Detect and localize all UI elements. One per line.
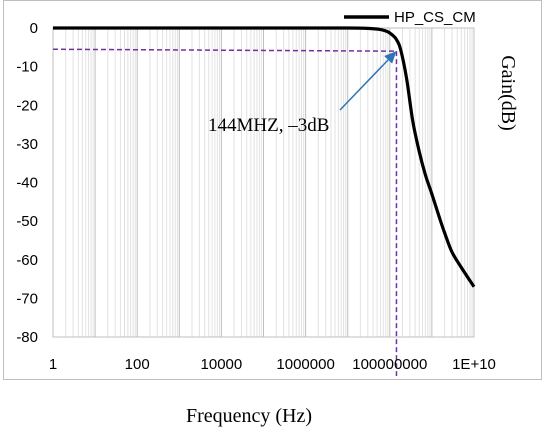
series-lines [53, 26, 476, 288]
y-tick-label: -30 [16, 136, 38, 153]
x-tick-label: 1 [49, 356, 57, 373]
legend-label: HP_CS_CM [394, 9, 476, 26]
y-tick-label: -80 [16, 329, 38, 346]
series-line-HP_CS_CM [53, 26, 476, 288]
chart-frame [3, 0, 542, 380]
y-tick-label: 0 [30, 20, 38, 37]
x-tick-label: 100 [125, 356, 150, 373]
annotation-arrow-head [384, 51, 397, 64]
x-tick-label: 1E+10 [452, 356, 496, 373]
annotation-label: 144MHZ, –3dB [208, 115, 329, 136]
x-tick-label: 10000 [201, 356, 243, 373]
reference-lines [52, 48, 398, 376]
x-tick-labels: 1 100 10000 1000000 100000000 1E+10 [49, 356, 496, 373]
annotation-arrow-shaft [339, 59, 389, 111]
y-tick-label: -20 [16, 97, 38, 114]
grid-lines [52, 28, 473, 337]
horizontal-reference-line [52, 48, 397, 52]
y-axis-title: Gain(dB) [497, 55, 519, 131]
y-tick-label: -70 [16, 290, 38, 307]
annotations: 144MHZ, –3dB [208, 51, 397, 136]
x-axis-title: Frequency (Hz) [186, 405, 312, 427]
y-tick-labels: 0 -10 -20 -30 -40 -50 -60 -70 -80 [16, 20, 38, 346]
y-tick-label: -10 [16, 59, 38, 76]
y-tick-label: -50 [16, 213, 38, 230]
x-tick-label: 100000000 [352, 356, 427, 373]
y-tick-label: -40 [16, 175, 38, 192]
x-tick-label: 1000000 [276, 356, 334, 373]
legend: HP_CS_CM [344, 9, 476, 26]
y-tick-label: -60 [16, 252, 38, 269]
